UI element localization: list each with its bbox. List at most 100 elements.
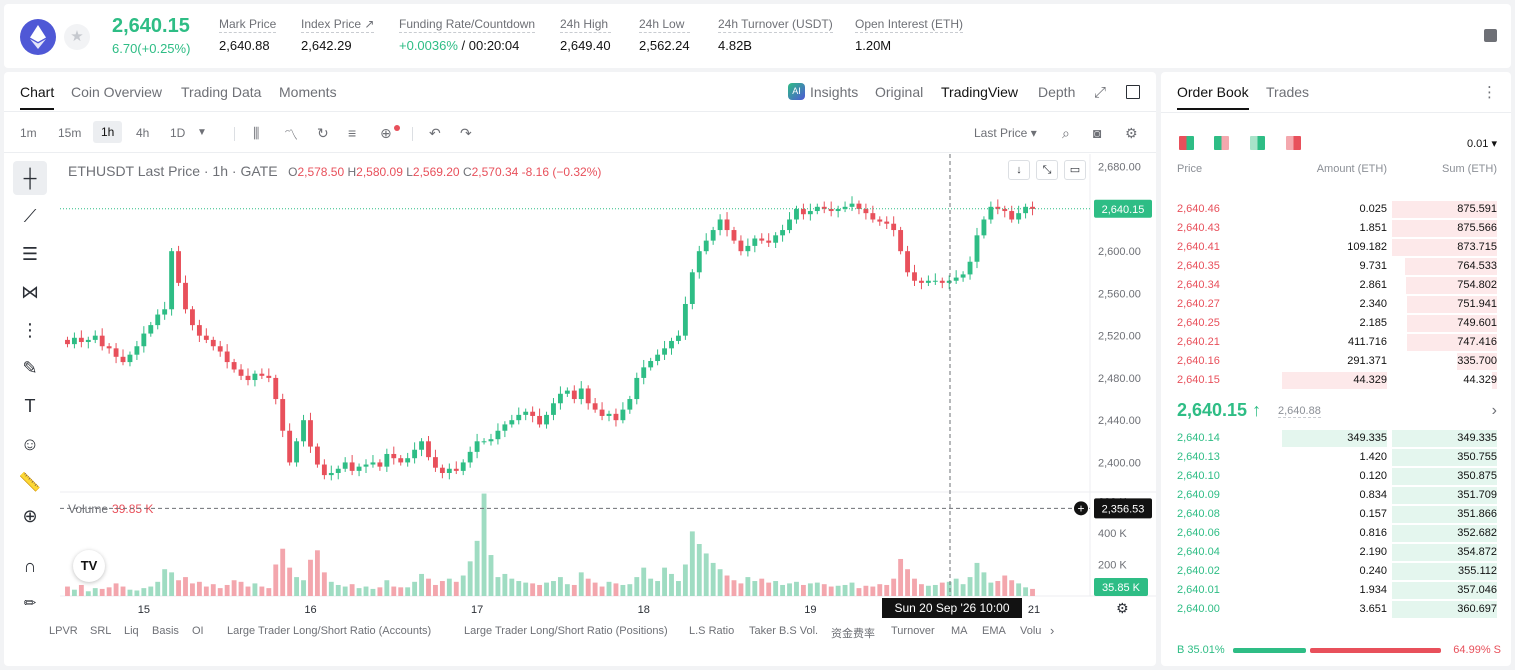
view-insights[interactable]: Insights: [810, 84, 859, 100]
fullscreen-button[interactable]: ▭: [1064, 160, 1086, 180]
order-book-panel: Order Book Trades ⋮ 0.01 ▾ Price Amount …: [1161, 72, 1511, 666]
tab-trading-data[interactable]: Trading Data: [181, 84, 262, 100]
candle-body: [203, 335, 209, 340]
timeframe-15m[interactable]: 15m: [58, 126, 82, 140]
horizontal-lines-icon[interactable]: ☰: [21, 244, 39, 264]
favorite-star-icon[interactable]: ★: [64, 24, 90, 50]
ask-row[interactable]: 2,640.27 2.340 751.941: [1161, 295, 1511, 314]
ask-row[interactable]: 2,640.41 109.182 873.715: [1161, 238, 1511, 257]
bid-row[interactable]: 2,640.06 0.816 352.682: [1161, 524, 1511, 543]
scroll-down-button[interactable]: ↓: [1008, 160, 1030, 180]
indicators-icon[interactable]: 〽: [284, 127, 298, 143]
magnet-icon[interactable]: ∩: [23, 556, 37, 576]
indicator-taker-vol[interactable]: Taker B.S Vol.: [749, 625, 819, 637]
more-icon[interactable]: ⋮: [1482, 84, 1497, 101]
indicator-large-trader-positions[interactable]: Large Trader Long/Short Ratio (Positions…: [464, 625, 668, 637]
crosshair-icon[interactable]: ┼: [13, 161, 47, 195]
pencil-icon[interactable]: ✏: [23, 595, 37, 612]
bid-row[interactable]: 2,640.14 349.335 349.335: [1161, 429, 1511, 448]
redo-icon[interactable]: ↷: [460, 125, 472, 141]
stat-index-price[interactable]: Index Price ↗ 2,642.29: [301, 17, 375, 53]
expand-icon[interactable]: ⤢: [1094, 84, 1107, 101]
chevron-right-icon[interactable]: ›: [1491, 402, 1497, 419]
timeframe-1h[interactable]: 1h: [93, 121, 123, 143]
tab-trades[interactable]: Trades: [1266, 84, 1310, 100]
chart-settings-icon[interactable]: ⚙: [1116, 600, 1129, 616]
bid-row[interactable]: 2,640.04 2.190 354.872: [1161, 543, 1511, 562]
layout-bids-icon[interactable]: [1214, 136, 1229, 150]
ask-row[interactable]: 2,640.25 2.185 749.601: [1161, 314, 1511, 333]
search-icon[interactable]: ⌕: [1062, 125, 1070, 141]
timeframe-dropdown-icon[interactable]: ▼: [197, 127, 207, 138]
gear-icon[interactable]: ⚙: [1125, 125, 1138, 141]
bid-row[interactable]: 2,640.10 0.120 350.875: [1161, 467, 1511, 486]
brush-icon[interactable]: ✎: [22, 358, 38, 378]
indicator-turnover[interactable]: Turnover: [891, 625, 935, 637]
bid-row[interactable]: 2,640.00 3.651 360.697: [1161, 600, 1511, 619]
layout-asks-icon[interactable]: [1250, 136, 1265, 150]
precision-select[interactable]: 0.01 ▾: [1467, 138, 1497, 150]
layout-both-icon[interactable]: [1179, 136, 1194, 150]
volume-bar: [245, 586, 251, 596]
indicator-lpvr[interactable]: LPVR: [49, 625, 78, 637]
tab-coin-overview[interactable]: Coin Overview: [71, 84, 163, 100]
ask-row[interactable]: 2,640.34 2.861 754.802: [1161, 276, 1511, 295]
candle-body: [384, 453, 390, 467]
price-type-select[interactable]: Last Price ▾: [974, 126, 1037, 140]
tab-chart[interactable]: Chart: [20, 84, 55, 110]
row-amount: 0.240: [1359, 565, 1387, 577]
emoji-icon[interactable]: ☺: [20, 434, 40, 454]
zoom-in-icon[interactable]: ⊕: [22, 506, 38, 526]
tab-order-book[interactable]: Order Book: [1177, 84, 1249, 110]
indicator-basis[interactable]: Basis: [152, 625, 179, 637]
chevron-right-icon[interactable]: ›: [1050, 623, 1055, 638]
timeframe-4h[interactable]: 4h: [136, 126, 150, 140]
trend-line-icon[interactable]: ⟋: [23, 206, 37, 226]
add-alert-icon[interactable]: ⊕: [380, 125, 392, 141]
ask-row[interactable]: 2,640.43 1.851 875.566: [1161, 219, 1511, 238]
ask-row[interactable]: 2,640.35 9.731 764.533: [1161, 257, 1511, 276]
bid-row[interactable]: 2,640.02 0.240 355.112: [1161, 562, 1511, 581]
ruler-icon[interactable]: 📏: [18, 472, 42, 492]
tab-moments[interactable]: Moments: [279, 84, 337, 100]
indicator-large-trader-accounts[interactable]: Large Trader Long/Short Ratio (Accounts): [227, 625, 432, 637]
indicator-ma[interactable]: MA: [951, 625, 968, 637]
timeframe-1d[interactable]: 1D: [170, 126, 186, 140]
view-original[interactable]: Original: [875, 84, 924, 100]
bid-row[interactable]: 2,640.01 1.934 357.046: [1161, 581, 1511, 600]
candles-icon[interactable]: ⫼: [253, 125, 260, 141]
indicator-liq[interactable]: Liq: [124, 625, 139, 637]
ask-row[interactable]: 2,640.15 44.329 44.329: [1161, 371, 1511, 390]
collapse-button[interactable]: ⤡: [1036, 160, 1058, 180]
pattern-icon[interactable]: ⋈: [21, 282, 39, 302]
indicator-oi[interactable]: OI: [192, 625, 204, 637]
ask-row[interactable]: 2,640.16 291.371 335.700: [1161, 352, 1511, 371]
camera-icon[interactable]: ◙: [1093, 125, 1102, 141]
indicator-srl[interactable]: SRL: [90, 625, 112, 637]
text-icon[interactable]: T: [24, 396, 36, 416]
indicator-volume[interactable]: Volu: [1020, 625, 1042, 637]
bid-row[interactable]: 2,640.08 0.157 351.866: [1161, 505, 1511, 524]
undo-icon[interactable]: ↶: [429, 125, 441, 141]
view-depth[interactable]: Depth: [1038, 84, 1076, 100]
chart-toolbar: 1m 15m 1h 4h 1D ▼ ⫼ 〽 ↻ ≡ ⊕ ↶ ↷ Last Pri…: [4, 113, 1156, 153]
layout-depth-icon[interactable]: [1286, 136, 1301, 150]
replay-icon[interactable]: ↻: [317, 125, 329, 141]
bid-row[interactable]: 2,640.09 0.834 351.709: [1161, 486, 1511, 505]
indicator-ls-ratio[interactable]: L.S Ratio: [689, 625, 735, 637]
ask-row[interactable]: 2,640.46 0.025 875.591: [1161, 200, 1511, 219]
book-icon[interactable]: [1484, 29, 1497, 42]
window-icon[interactable]: [1126, 85, 1140, 99]
indicator-ema[interactable]: EMA: [982, 625, 1006, 637]
volume-bar: [190, 583, 195, 596]
price-chart[interactable]: 2,680.00 2,600.00 2,560.00 2,520.00 2,480.00…: [4, 72, 1156, 620]
ask-row[interactable]: 2,640.21 411.716 747.416: [1161, 333, 1511, 352]
view-tradingview[interactable]: TradingView: [941, 84, 1019, 100]
indicator-funding-rate[interactable]: 资金费率: [831, 628, 875, 640]
candle-body: [398, 458, 404, 463]
templates-icon[interactable]: ≡: [348, 125, 357, 141]
volume-bar: [287, 567, 293, 596]
bid-row[interactable]: 2,640.13 1.420 350.755: [1161, 448, 1511, 467]
timeframe-1m[interactable]: 1m: [20, 126, 37, 140]
fib-icon[interactable]: ⋮: [21, 320, 39, 340]
